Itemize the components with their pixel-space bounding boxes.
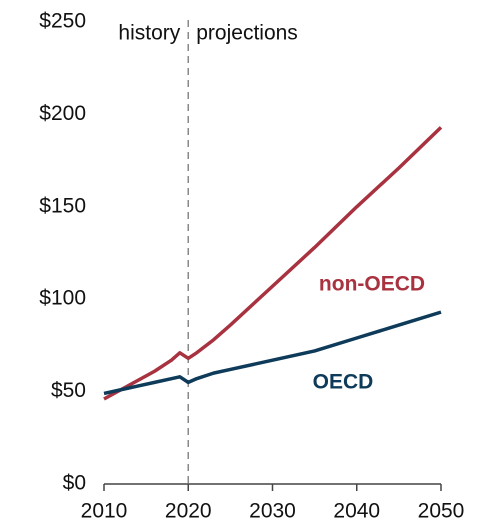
x-tick-label: 2050 bbox=[418, 500, 465, 523]
y-tick-label: $200 bbox=[39, 102, 86, 125]
series-line bbox=[103, 126, 443, 401]
y-tick-label: $50 bbox=[51, 379, 86, 402]
series-line bbox=[103, 310, 442, 396]
series-label: OECD bbox=[313, 371, 374, 394]
y-tick-label: $150 bbox=[39, 194, 86, 217]
y-tick-label: $100 bbox=[39, 287, 86, 310]
y-tick-label: $0 bbox=[63, 472, 86, 495]
x-tick-label: 2020 bbox=[165, 500, 212, 523]
annotation: projections bbox=[196, 22, 298, 45]
x-tick-label: 2040 bbox=[333, 500, 380, 523]
x-tick-label: 2030 bbox=[249, 500, 296, 523]
x-tick-label: 2010 bbox=[81, 500, 128, 523]
y-tick-label: $250 bbox=[39, 10, 86, 33]
annotation: history bbox=[118, 22, 180, 45]
series-label: non-OECD bbox=[319, 273, 425, 296]
